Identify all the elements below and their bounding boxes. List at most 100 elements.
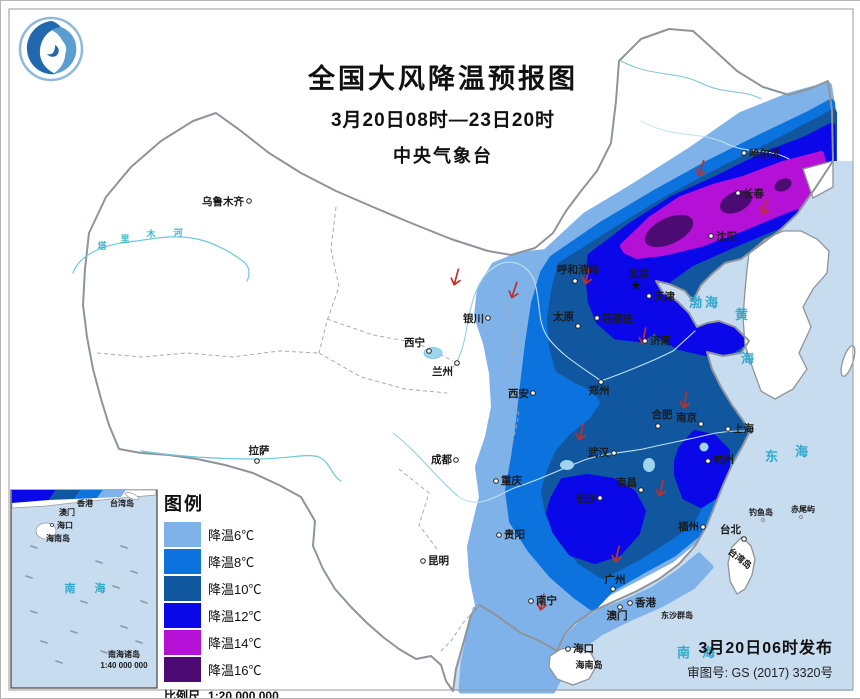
issue-info: 3月20日06时发布 审图号: GS (2017) 3320号: [687, 634, 833, 681]
city-dot: [638, 487, 644, 493]
city-dot: [611, 450, 617, 456]
agency-name: 中央气象台: [393, 146, 493, 166]
city-label: 银川: [463, 312, 484, 325]
map-neatline: [8, 8, 854, 691]
inset-label: 海口: [57, 520, 73, 530]
city-label: 西宁: [404, 336, 425, 349]
city-dot: [700, 524, 706, 530]
legend-item-label: 降温10℃: [208, 582, 262, 597]
city-label: 台北: [720, 523, 741, 536]
city-dot: [698, 421, 704, 427]
legend-item-label: 降温12℃: [208, 609, 262, 624]
city-dot: [705, 458, 711, 464]
city-dot: [496, 532, 502, 538]
province-borders: [96, 206, 520, 654]
city-dot: [246, 198, 252, 204]
city-label: 海口: [573, 642, 594, 655]
city-label: 北京: [629, 267, 650, 280]
sea-label: 东: [765, 449, 778, 464]
city-dot: [617, 604, 623, 610]
city-dot: [627, 600, 633, 606]
zone-12c-hunan: [546, 474, 646, 564]
city-dot: [708, 233, 714, 239]
city-dot: [735, 190, 741, 196]
river-label: 塔: [97, 240, 107, 251]
city-dot: [454, 360, 460, 366]
title-block: 全国大风降温预报图 3月20日08时—23日20时 中央气象台: [253, 57, 633, 168]
city-label: 呼和浩特: [557, 263, 599, 276]
place-label: 钓鱼岛: [749, 507, 773, 517]
city-dot: [594, 315, 600, 321]
legend-item-label: 降温16℃: [208, 663, 262, 678]
city-dot: [725, 426, 731, 432]
city-label: 武汉: [588, 446, 609, 459]
cma-logo-icon: [18, 16, 84, 82]
city-label: 南宁: [536, 594, 557, 607]
city-dot: [597, 495, 603, 501]
city-label: 上海: [733, 422, 754, 435]
legend-item: 降温14℃: [164, 629, 284, 656]
inset-label: 南海诸岛: [108, 649, 140, 659]
foreign-land: [548, 160, 856, 686]
city-label: 哈尔滨: [749, 147, 781, 160]
city-dot: [254, 458, 260, 464]
city-label: 郑州: [589, 384, 610, 397]
city-dot: [741, 150, 747, 156]
inset-label: 南 海: [64, 581, 113, 595]
city-label: 长沙: [575, 492, 596, 505]
legend-item-label: 降温14℃: [208, 636, 262, 651]
city-label: 杭州: [713, 453, 734, 466]
place-label: 赤尾屿: [791, 504, 815, 514]
city-label: 沈阳: [716, 230, 737, 243]
china-border: [82, 28, 834, 692]
cma-logo: [17, 15, 85, 83]
city-dot: [528, 598, 534, 604]
sea-label: 海: [741, 351, 754, 366]
city-label: 重庆: [501, 474, 522, 487]
issue-time: 3月20日06时发布: [698, 640, 833, 657]
city-dot: [426, 348, 432, 354]
city-dot: [598, 379, 604, 385]
legend-item: 降温12℃: [164, 602, 284, 629]
scale-label: 比例尺: [164, 689, 201, 699]
city-dot: [741, 536, 747, 542]
city-label: 澳门: [607, 609, 628, 622]
river-label: 里: [120, 234, 129, 244]
city-label: 合肥: [651, 408, 673, 421]
city-label: 乌鲁木齐: [202, 195, 244, 208]
legend-items: 降温6℃ 降温8℃ 降温10℃ 降温12℃ 降温14℃ 降温16℃: [164, 521, 284, 683]
city-dot: [485, 315, 491, 321]
inset-label: 香港: [76, 498, 94, 508]
city-dot: [575, 323, 581, 329]
city-dot: [453, 457, 459, 463]
islet: [760, 517, 766, 523]
zone-16c-cores: [644, 178, 792, 248]
legend: 图例 降温6℃ 降温8℃ 降温10℃ 降温12℃ 降温14℃ 降温16℃ 比例尺 1:20 …: [164, 490, 284, 699]
capital-star-marker: ★: [631, 280, 641, 292]
page-title: 全国大风降温预报图: [308, 64, 578, 94]
city-label: 拉萨: [249, 444, 270, 457]
legend-swatch: [164, 603, 201, 628]
zone-12c-zhejiang: [674, 430, 730, 508]
legend-swatch: [164, 549, 201, 574]
map-scale: 比例尺 1:20 000 000: [164, 687, 284, 699]
approval-number: 审图号: GS (2017) 3320号: [687, 666, 833, 680]
city-dot: [655, 423, 661, 429]
city-label: 成都: [431, 453, 452, 466]
islet: [798, 514, 804, 520]
city-label: 西安: [508, 387, 529, 400]
city-label: 兰州: [432, 365, 453, 378]
legend-item: 降温6℃: [164, 521, 284, 548]
inset-label: 台湾岛: [110, 498, 134, 508]
city-dot: [610, 586, 616, 592]
russia-primorye: [802, 160, 834, 199]
city-dot: [642, 338, 648, 344]
korea-peninsula: [742, 230, 830, 400]
river-labels: 塔 里 木 河: [97, 227, 182, 251]
legend-swatch: [164, 657, 201, 682]
